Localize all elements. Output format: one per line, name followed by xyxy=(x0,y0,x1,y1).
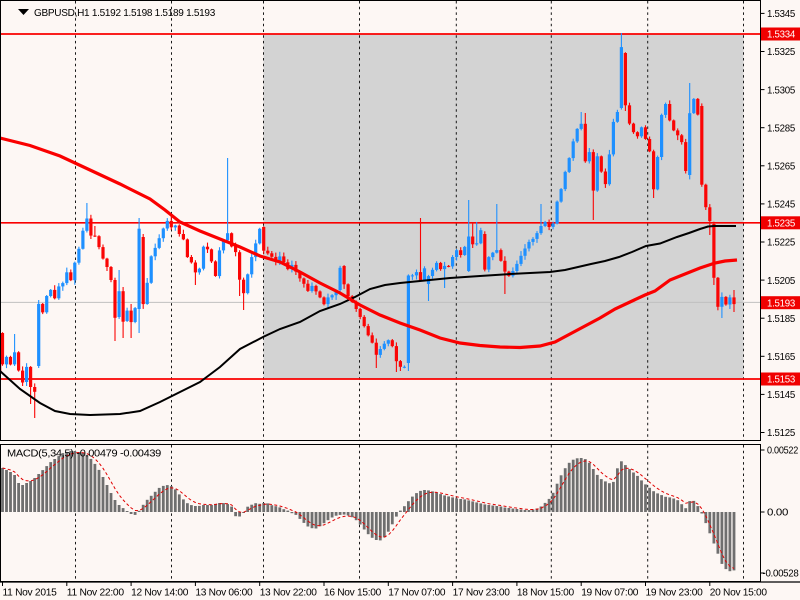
svg-text:12 Nov 14:00: 12 Nov 14:00 xyxy=(131,587,188,599)
svg-text:1.5225: 1.5225 xyxy=(767,237,795,249)
svg-text:1.5334: 1.5334 xyxy=(767,29,795,41)
svg-text:GBPUSD,H1 1.5192 1.5198 1.518: GBPUSD,H1 1.5192 1.5198 1.5189 1.5193 xyxy=(34,7,215,19)
svg-text:1.5193: 1.5193 xyxy=(767,297,795,309)
svg-text:1.5285: 1.5285 xyxy=(767,122,795,134)
svg-text:1.5325: 1.5325 xyxy=(767,46,795,58)
svg-text:1.5265: 1.5265 xyxy=(767,161,795,173)
svg-text:1.5153: 1.5153 xyxy=(767,374,795,386)
svg-text:19 Nov 23:00: 19 Nov 23:00 xyxy=(646,587,703,599)
svg-text:1.5165: 1.5165 xyxy=(767,351,795,363)
svg-text:0.00: 0.00 xyxy=(767,507,788,519)
svg-text:18 Nov 15:00: 18 Nov 15:00 xyxy=(517,587,574,599)
svg-text:-0.00528: -0.00528 xyxy=(763,568,799,580)
svg-text:1.5245: 1.5245 xyxy=(767,199,795,211)
svg-text:1.5185: 1.5185 xyxy=(767,313,795,325)
svg-text:1.5345: 1.5345 xyxy=(767,8,795,20)
svg-text:19 Nov 07:00: 19 Nov 07:00 xyxy=(581,587,638,599)
svg-text:13 Nov 22:00: 13 Nov 22:00 xyxy=(260,587,317,599)
svg-text:1.5125: 1.5125 xyxy=(767,427,795,439)
svg-text:20 Nov 15:00: 20 Nov 15:00 xyxy=(710,587,767,599)
svg-text:1.5305: 1.5305 xyxy=(767,84,795,96)
svg-text:13 Nov 06:00: 13 Nov 06:00 xyxy=(195,587,252,599)
svg-text:11 Nov 22:00: 11 Nov 22:00 xyxy=(67,587,124,599)
svg-text:11 Nov 2015: 11 Nov 2015 xyxy=(3,587,57,599)
svg-text:1.5145: 1.5145 xyxy=(767,389,795,401)
svg-text:1.5205: 1.5205 xyxy=(767,275,795,287)
svg-text:16 Nov 15:00: 16 Nov 15:00 xyxy=(324,587,381,599)
svg-text:1.5235: 1.5235 xyxy=(767,218,795,230)
svg-text:MACD(5,34,5) -0.00479 -0.00439: MACD(5,34,5) -0.00479 -0.00439 xyxy=(7,448,161,460)
svg-text:17 Nov 07:00: 17 Nov 07:00 xyxy=(388,587,445,599)
svg-text:17 Nov 23:00: 17 Nov 23:00 xyxy=(453,587,510,599)
svg-text:0.00522: 0.00522 xyxy=(767,445,798,457)
